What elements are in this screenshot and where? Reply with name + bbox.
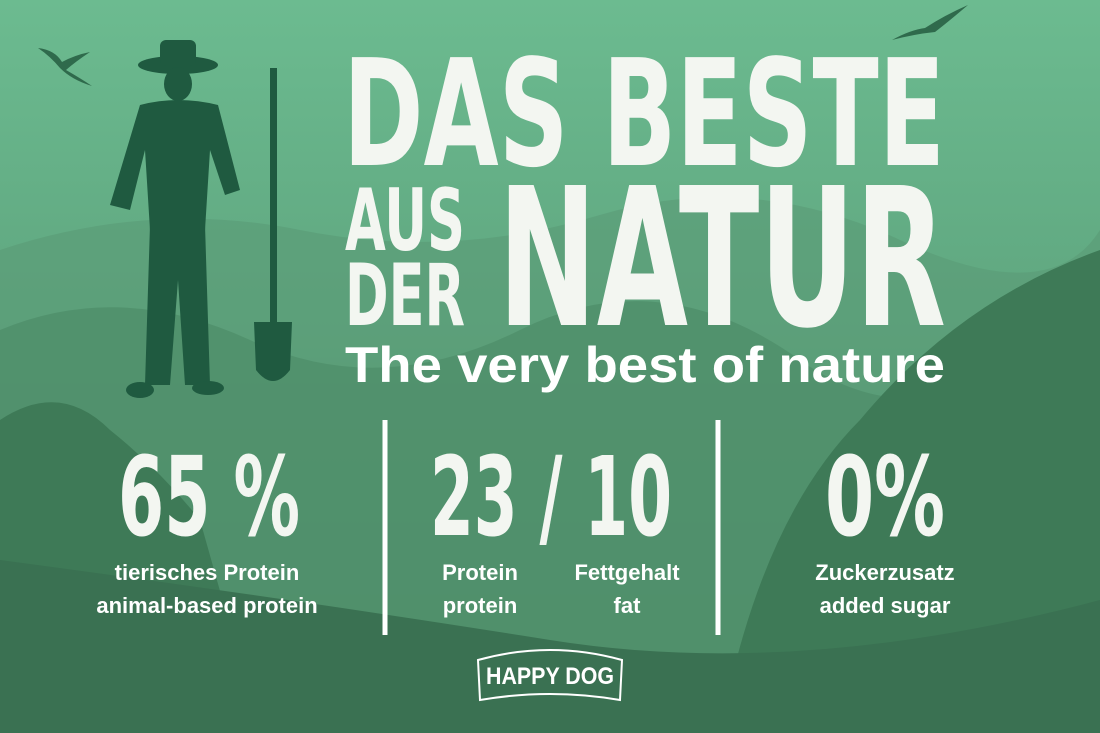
headline: DER xyxy=(345,246,465,346)
ground xyxy=(0,560,1100,733)
headline: NATUR xyxy=(498,148,946,371)
subtitle: The very best of nature xyxy=(345,337,945,393)
headline: DAS BESTE xyxy=(343,28,945,200)
stat-label: added sugar xyxy=(820,593,951,618)
logo-frame xyxy=(476,649,624,702)
stat-value: 23 / 10 xyxy=(430,433,672,561)
bird xyxy=(38,48,92,86)
stat-label: animal-based protein xyxy=(96,593,317,618)
stat-label: Zuckerzusatz xyxy=(815,560,954,585)
stat-label: tierisches Protein xyxy=(115,560,300,585)
bird xyxy=(892,5,968,40)
farmer xyxy=(110,40,292,398)
stat-label: Protein xyxy=(442,560,518,585)
stat-value: 65 % xyxy=(118,433,300,561)
stat-label: Fettgehalt xyxy=(574,560,680,585)
stat-label: fat xyxy=(614,593,642,618)
headline: AUS xyxy=(345,171,465,271)
stat-label: protein xyxy=(443,593,518,618)
logo: HAPPY DOG xyxy=(486,663,614,690)
trees xyxy=(0,250,1100,733)
stat-value: 0% xyxy=(825,433,945,561)
